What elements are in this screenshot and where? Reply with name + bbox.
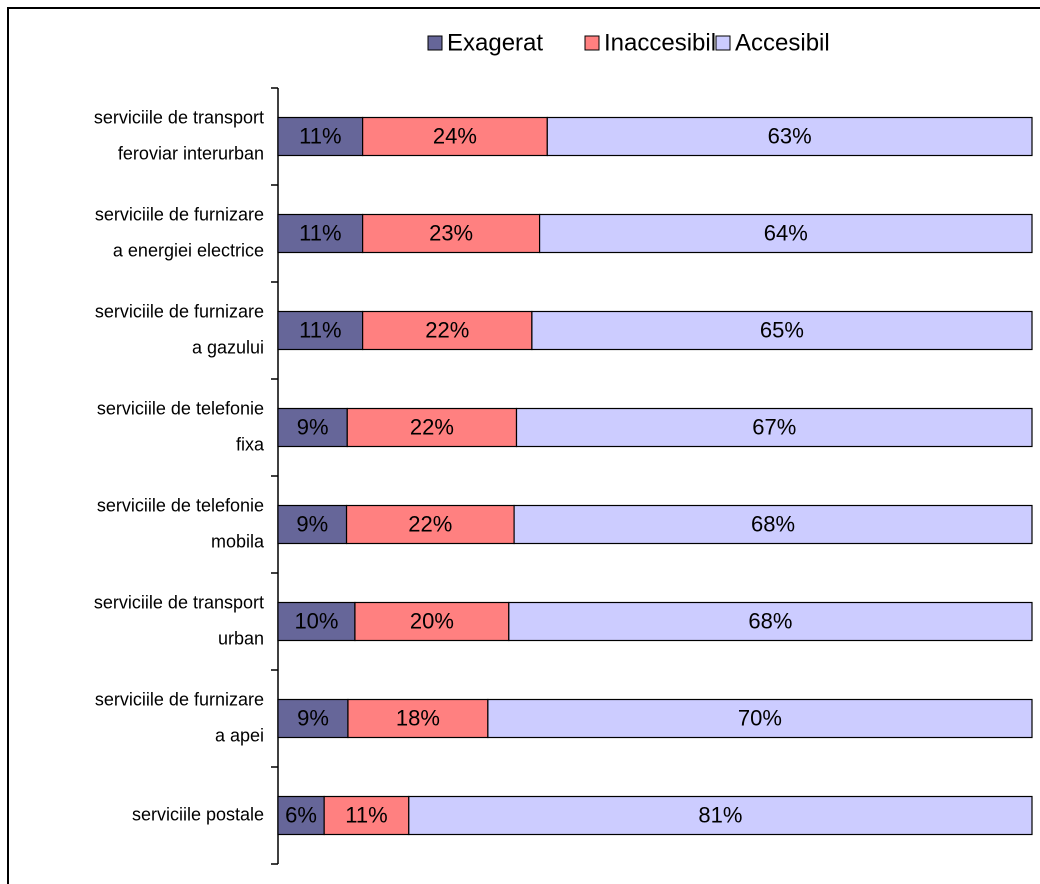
bar-segment xyxy=(346,407,518,448)
data-label: 18% xyxy=(396,705,440,730)
bar-segment xyxy=(277,116,364,157)
y-tick-label: serviciile de telefonie xyxy=(97,398,264,418)
data-label: 9% xyxy=(297,705,329,730)
data-label: 64% xyxy=(764,220,808,245)
data-label: 11% xyxy=(299,220,341,245)
bar-segment xyxy=(408,795,1033,836)
data-label: 11% xyxy=(299,123,341,148)
y-tick-label: a energiei electrice xyxy=(113,240,264,260)
y-tick-label: serviciile de transport xyxy=(94,592,264,612)
bar-segment xyxy=(277,310,364,351)
data-label: 22% xyxy=(425,317,469,342)
bar-segment xyxy=(345,504,515,545)
data-label: 9% xyxy=(297,414,329,439)
data-label: 11% xyxy=(299,317,341,342)
y-tick-label: urban xyxy=(218,628,264,648)
bar-segment xyxy=(323,795,410,836)
legend-label: Inaccesibil xyxy=(604,29,716,56)
data-label: 22% xyxy=(408,511,452,536)
data-label: 11% xyxy=(345,802,387,827)
bar-segment xyxy=(362,213,541,254)
y-tick-label: feroviar interurban xyxy=(118,143,264,163)
legend-swatch xyxy=(584,35,600,51)
y-tick-label: a apei xyxy=(215,725,264,745)
y-tick-label: fixa xyxy=(236,434,265,454)
data-label: 67% xyxy=(752,414,796,439)
data-label: 68% xyxy=(748,608,792,633)
bar-segment xyxy=(277,504,348,545)
data-label: 68% xyxy=(751,511,795,536)
bar-segment xyxy=(277,601,356,642)
data-label: 22% xyxy=(410,414,454,439)
bar-segment xyxy=(538,213,1033,254)
data-label: 9% xyxy=(296,511,328,536)
data-label: 20% xyxy=(410,608,454,633)
bar-segment xyxy=(277,698,349,739)
y-tick-label: serviciile de furnizare xyxy=(95,204,264,224)
y-tick-label: serviciile de furnizare xyxy=(95,301,264,321)
bar-segment xyxy=(508,601,1033,642)
y-tick-label: serviciile de transport xyxy=(94,107,264,127)
bar-segment xyxy=(354,601,510,642)
legend-swatch xyxy=(715,35,731,51)
bar-segment xyxy=(513,504,1033,545)
bar-segment xyxy=(546,116,1033,157)
data-label: 63% xyxy=(768,123,812,148)
data-label: 81% xyxy=(698,802,742,827)
y-tick-label: mobila xyxy=(211,531,265,551)
y-tick-label: serviciile de telefonie xyxy=(97,495,264,515)
data-label: 10% xyxy=(294,608,338,633)
y-tick-label: serviciile de furnizare xyxy=(95,689,264,709)
legend-label: Exagerat xyxy=(447,29,543,56)
legend-swatch xyxy=(427,35,443,51)
data-label: 23% xyxy=(429,220,473,245)
y-tick-label: serviciile postale xyxy=(132,804,264,824)
bar-segment xyxy=(531,310,1033,351)
data-label: 70% xyxy=(738,705,782,730)
data-label: 65% xyxy=(760,317,804,342)
bar-segment xyxy=(277,795,325,836)
bar-segment xyxy=(487,698,1033,739)
data-label: 24% xyxy=(433,123,477,148)
bar-segment xyxy=(347,698,489,739)
bar-segment xyxy=(515,407,1033,448)
legend-label: Accesibil xyxy=(735,29,830,56)
y-tick-label: a gazului xyxy=(192,337,264,357)
data-label: 6% xyxy=(285,802,317,827)
